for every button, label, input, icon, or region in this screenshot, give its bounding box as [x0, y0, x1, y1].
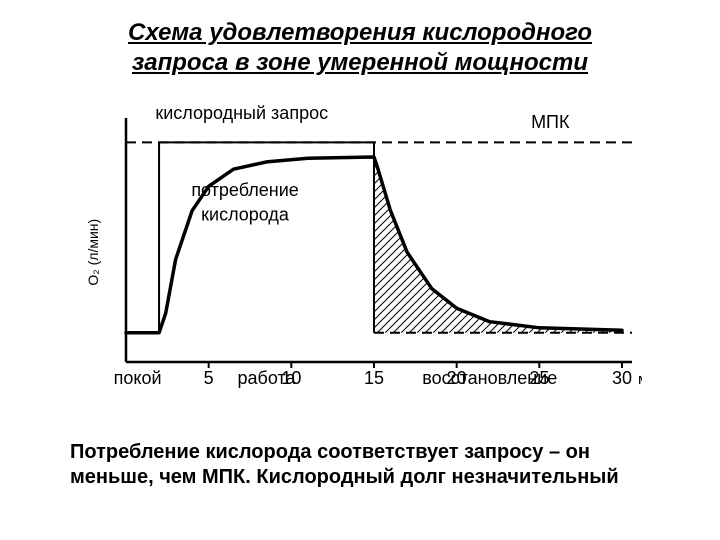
- oxygen-debt-area: [374, 157, 622, 333]
- y-axis-label: O₂ (л/мин): [85, 219, 101, 286]
- oxygen-chart: 51015202530минпокойработавосстановлениеO…: [82, 100, 642, 400]
- phase-work-label: работа: [238, 368, 297, 388]
- caption-text: Потребление кислорода соответствует запр…: [70, 440, 670, 490]
- x-unit-label: мин: [638, 371, 642, 388]
- annotation-consumption-1: потребление: [191, 180, 298, 200]
- annotation-consumption-2: кислорода: [201, 204, 290, 224]
- x-tick-label: 30: [612, 368, 632, 388]
- x-tick-label: 5: [204, 368, 214, 388]
- phase-rest-label: покой: [114, 368, 162, 388]
- oxygen-request-box: [159, 142, 374, 332]
- annotation-request: кислородный запрос: [155, 103, 328, 123]
- x-tick-label: 15: [364, 368, 384, 388]
- annotation-mpk: МПК: [531, 112, 570, 132]
- phase-recover-label: восстановление: [422, 368, 557, 388]
- title-line1: Схема удовлетворения кислородного: [128, 19, 592, 46]
- page-title: Схема удовлетворения кислородного запрос…: [0, 18, 720, 78]
- title-line2: запроса в зоне умеренной мощности: [132, 49, 588, 76]
